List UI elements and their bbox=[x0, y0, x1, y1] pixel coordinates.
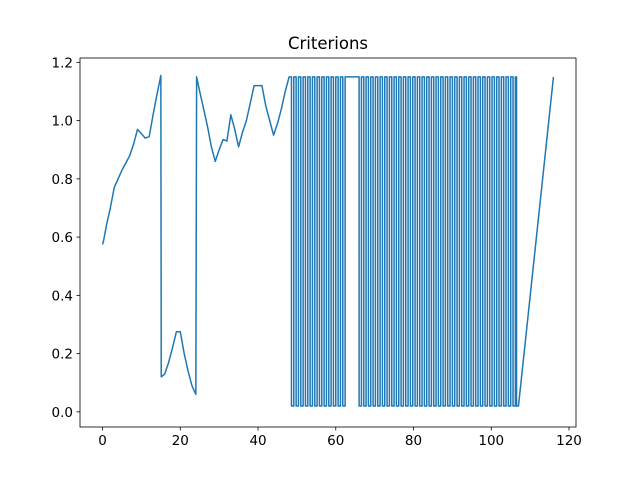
plot-frame bbox=[79, 57, 577, 428]
y-tick-label: 0.2 bbox=[52, 347, 73, 363]
x-tick-label: 60 bbox=[327, 433, 344, 449]
y-tick-label: 0.4 bbox=[52, 288, 73, 304]
x-tick-label: 120 bbox=[556, 433, 582, 449]
x-tick-label: 100 bbox=[478, 433, 504, 449]
y-tick-label: 0.6 bbox=[52, 230, 73, 246]
y-tick-label: 1.2 bbox=[52, 55, 73, 71]
y-tick-label: 0.0 bbox=[52, 405, 73, 421]
y-tick-label: 0.8 bbox=[52, 172, 73, 188]
line-series bbox=[101, 74, 555, 407]
y-tick-label: 1.0 bbox=[52, 114, 73, 130]
x-tick-label: 80 bbox=[405, 433, 422, 449]
x-tick-label: 0 bbox=[98, 433, 107, 449]
x-tick-label: 20 bbox=[172, 433, 189, 449]
chart-title: Criterions bbox=[288, 34, 368, 53]
x-tick-label: 40 bbox=[249, 433, 266, 449]
